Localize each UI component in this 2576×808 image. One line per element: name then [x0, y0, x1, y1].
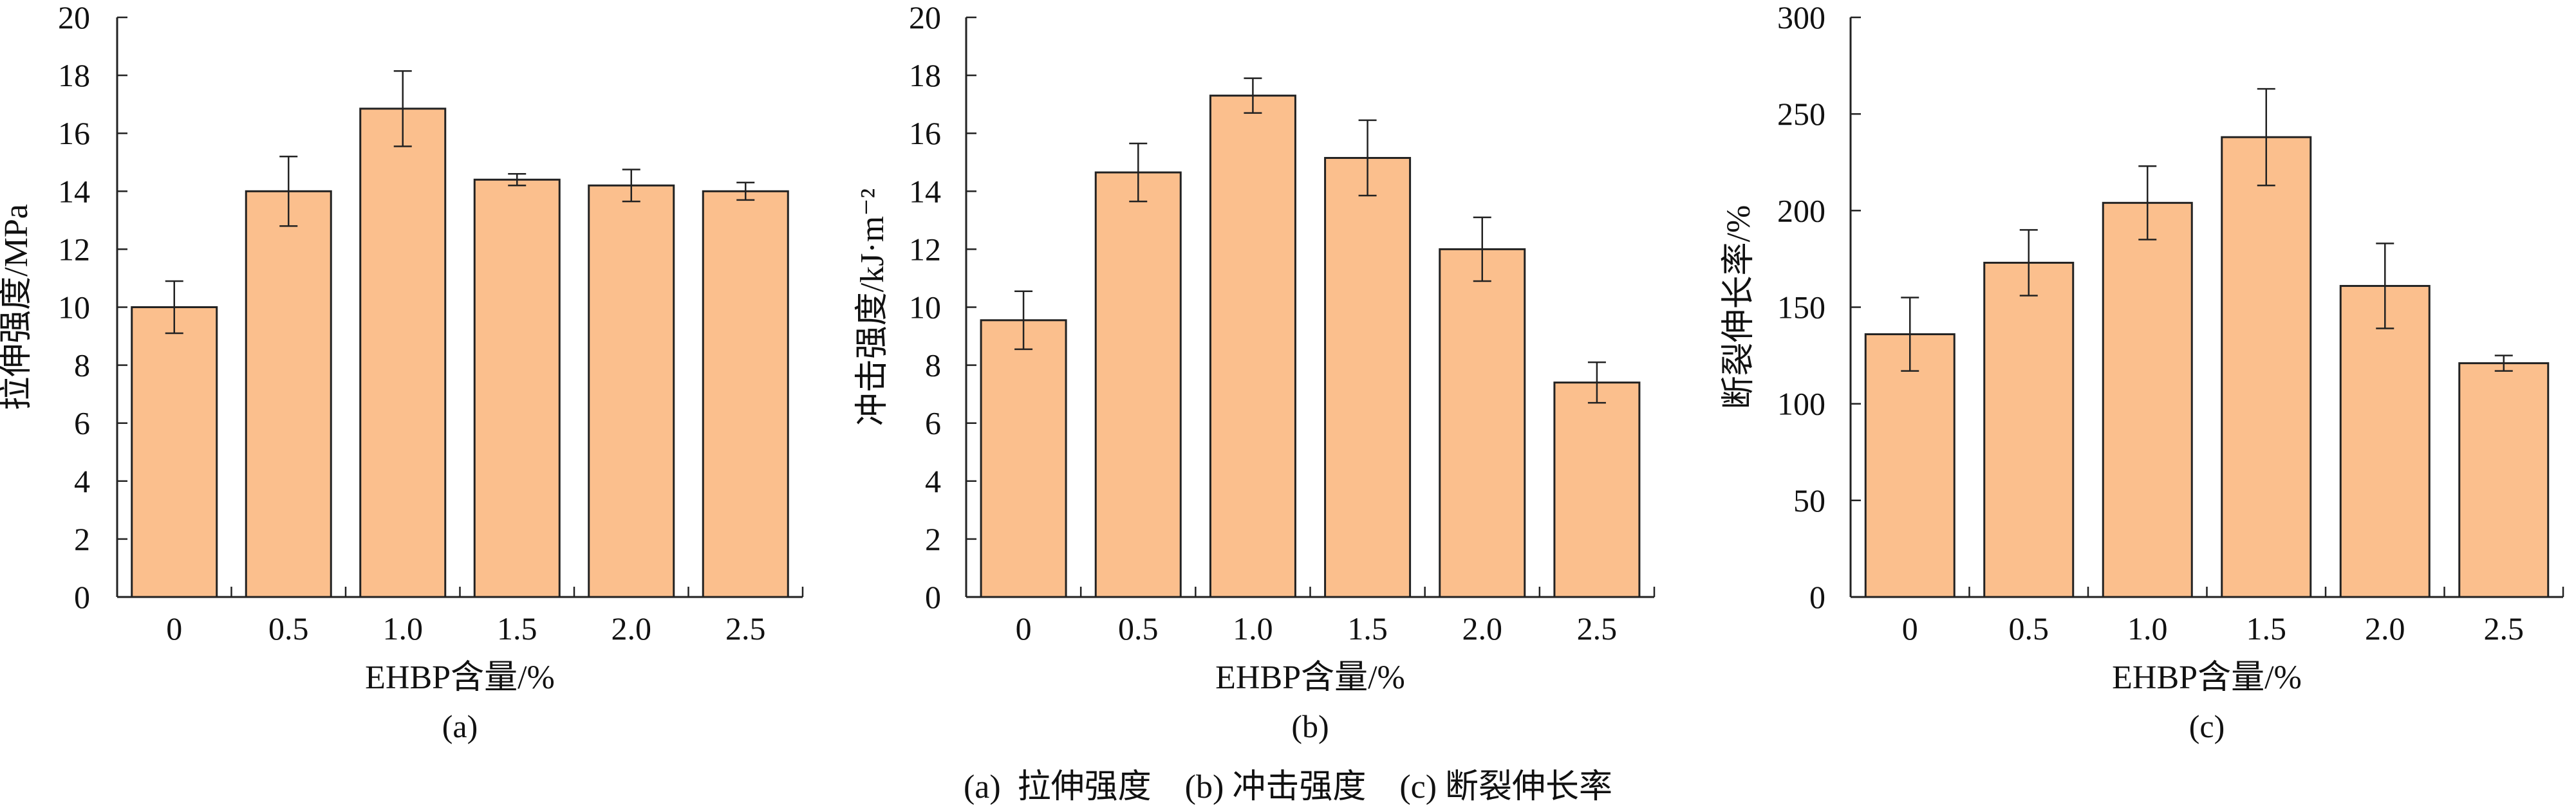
y-axis-label: 拉伸强度/MPa — [0, 204, 35, 410]
panel-impact-strength: 0 0.5 1.0 1.5 2.0 2.5 0 2 4 6 8 10 12 14 16 18 20 EHBP含量/… — [854, 0, 1656, 744]
y-tick-label-8: 16 — [909, 115, 941, 151]
bar-1 — [1983, 261, 2075, 598]
bar-5 — [2458, 362, 2550, 598]
x-tick-label-3: 1.5 — [497, 611, 537, 647]
panel-label: (a) — [442, 708, 478, 744]
y-tick-label-0: 0 — [74, 579, 90, 615]
bar-3 — [473, 178, 561, 598]
y-tick-label-8: 16 — [58, 115, 90, 151]
y-tick-label-4: 200 — [1777, 192, 1825, 228]
x-tick-label-5: 2.5 — [725, 611, 766, 647]
x-tick-label-1: 0.5 — [268, 611, 309, 647]
bar-0 — [131, 306, 218, 598]
x-tick-label-0: 0 — [166, 611, 182, 647]
x-tick-label-2: 1.0 — [383, 611, 424, 647]
y-tick-label-5: 10 — [909, 289, 941, 326]
x-tick-label-0: 0 — [1902, 611, 1918, 647]
bar-2 — [2102, 201, 2193, 598]
panel-label: (c) — [2189, 708, 2225, 744]
y-tick-label-0: 0 — [925, 579, 941, 615]
y-tick-label-9: 18 — [909, 57, 941, 93]
y-axis-label: 冲击强度/kJ·m⁻² — [854, 188, 891, 427]
y-tick-label-7: 14 — [909, 173, 941, 209]
x-axis-label: EHBP含量/% — [1215, 659, 1405, 696]
bar-4 — [588, 184, 675, 598]
x-tick-label-1: 0.5 — [2009, 611, 2049, 647]
y-tick-label-2: 4 — [925, 463, 941, 499]
bar-0 — [980, 319, 1067, 598]
y-tick-label-6: 300 — [1777, 0, 1825, 35]
y-tick-label-5: 250 — [1777, 96, 1825, 132]
bar-4 — [2339, 284, 2431, 598]
x-axis-label: EHBP含量/% — [2112, 659, 2302, 696]
bar-5 — [702, 190, 789, 598]
y-tick-label-7: 14 — [58, 173, 90, 209]
x-axis-label: EHBP含量/% — [365, 659, 555, 696]
bar-5 — [1553, 381, 1641, 598]
y-tick-label-3: 150 — [1777, 289, 1825, 326]
x-tick-label-2: 1.0 — [1233, 611, 1273, 647]
bar-3 — [2221, 136, 2312, 598]
x-tick-label-3: 1.5 — [2246, 611, 2287, 647]
y-tick-label-0: 0 — [1809, 579, 1825, 615]
x-tick-label-5: 2.5 — [2484, 611, 2525, 647]
y-tick-label-4: 8 — [74, 347, 90, 383]
panel-tensile-strength: 0 0.5 1.0 1.5 2.0 2.5 0 2 4 6 8 10 12 14 16 18 20 EHBP含量/… — [0, 0, 804, 744]
bar-1 — [245, 190, 332, 598]
x-tick-label-3: 1.5 — [1347, 611, 1388, 647]
bar-3 — [1324, 156, 1412, 598]
y-tick-label-1: 2 — [74, 521, 90, 557]
y-tick-label-6: 12 — [909, 231, 941, 267]
y-tick-label-2: 100 — [1777, 386, 1825, 422]
y-tick-label-5: 10 — [58, 289, 90, 326]
bar-1 — [1094, 171, 1182, 598]
panel-elongation-at-break: 0 0.5 1.0 1.5 2.0 2.5 0 50 100 150 200 250 300 EHBP含量… — [1721, 0, 2564, 744]
bar-2 — [359, 107, 447, 598]
y-tick-label-1: 50 — [1793, 482, 1825, 519]
x-tick-label-4: 2.0 — [2365, 611, 2405, 647]
y-tick-label-10: 20 — [58, 0, 90, 35]
x-tick-label-2: 1.0 — [2127, 611, 2168, 647]
panel-label: (b) — [1291, 708, 1329, 744]
x-tick-label-4: 2.0 — [611, 611, 652, 647]
y-axis-label: 断裂伸长率/% — [1721, 205, 1757, 410]
y-tick-label-2: 4 — [74, 463, 90, 499]
bar-4 — [1439, 248, 1526, 598]
y-tick-label-3: 6 — [74, 405, 90, 441]
y-tick-label-10: 20 — [909, 0, 941, 35]
x-tick-label-0: 0 — [1016, 611, 1032, 647]
y-tick-label-3: 6 — [925, 405, 941, 441]
x-tick-label-4: 2.0 — [1462, 611, 1503, 647]
bar-2 — [1209, 95, 1296, 598]
figure-caption: (a) 拉伸强度 (b) 冲击强度 (c) 断裂伸长率 — [964, 769, 1612, 805]
y-tick-label-6: 12 — [58, 231, 90, 267]
bar-0 — [1864, 333, 1955, 598]
y-tick-label-4: 8 — [925, 347, 941, 383]
y-tick-label-9: 18 — [58, 57, 90, 93]
x-tick-label-5: 2.5 — [1577, 611, 1618, 647]
x-tick-label-1: 0.5 — [1118, 611, 1159, 647]
y-tick-label-1: 2 — [925, 521, 941, 557]
